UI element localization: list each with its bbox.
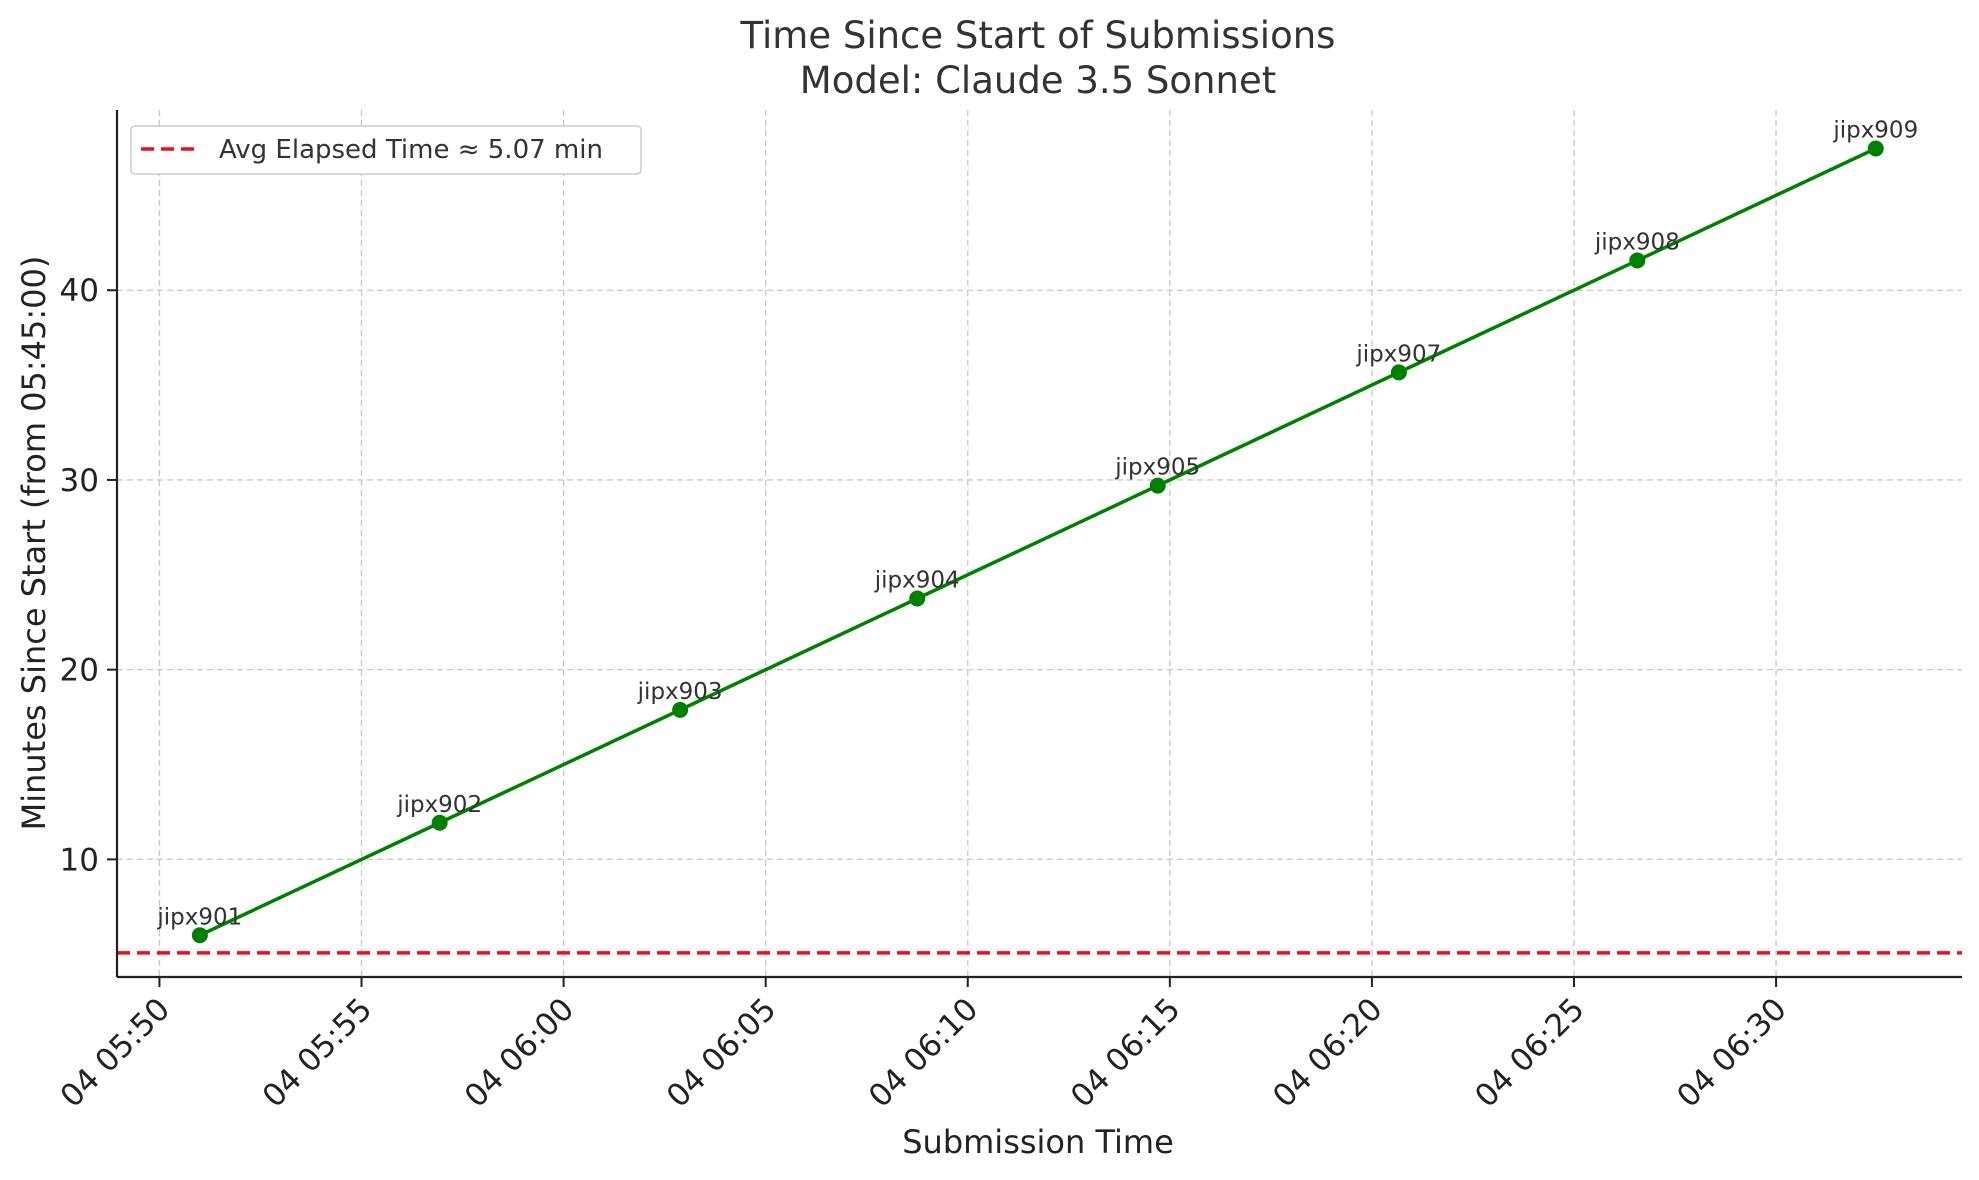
- point-label-layer: jipx901 jipx902 jipx903 jipx904 jipx905 jipx9…: [156, 118, 1918, 931]
- x-tick-label: 04 05:55: [256, 991, 379, 1114]
- data-point-label: jipx907: [1355, 341, 1441, 367]
- chart-title: Time Since Start of Submissions: [740, 14, 1336, 57]
- data-point-label: jipx901: [156, 904, 242, 930]
- data-point-label: jipx905: [1114, 455, 1200, 481]
- x-tick-label: 04 06:05: [660, 991, 783, 1114]
- data-point: [431, 814, 448, 831]
- data-point: [1149, 477, 1166, 494]
- data-point: [1390, 364, 1407, 381]
- chart-subtitle: Model: Claude 3.5 Sonnet: [800, 59, 1276, 102]
- y-tick-label: 10: [60, 842, 99, 878]
- data-point-label: jipx902: [396, 792, 482, 818]
- x-tick-label: 04 06:15: [1064, 991, 1187, 1114]
- legend-box: [130, 125, 642, 175]
- x-tick-label: 04 05:50: [54, 991, 177, 1114]
- data-point: [1629, 252, 1646, 269]
- data-point-label: jipx908: [1594, 229, 1680, 255]
- x-tick-label: 04 06:00: [458, 991, 581, 1114]
- legend: Avg Elapsed Time ≈ 5.07 min: [130, 125, 642, 175]
- x-tick-label: 04 06:10: [862, 991, 985, 1114]
- x-axis-title: Submission Time: [902, 1123, 1174, 1161]
- y-axis-title: Minutes Since Start (from 05:45:00): [15, 256, 53, 831]
- y-tick-label: 40: [60, 273, 99, 309]
- data-point: [909, 590, 926, 607]
- data-point-label: jipx904: [874, 568, 960, 594]
- data-point-label: jipx909: [1832, 118, 1918, 144]
- grid: [117, 110, 1962, 977]
- y-tick-label: 20: [60, 653, 99, 689]
- data-point: [191, 927, 208, 944]
- series-layer: [191, 140, 1884, 944]
- x-tick-label: 04 06:20: [1266, 991, 1389, 1114]
- legend-entry-label: Avg Elapsed Time ≈ 5.07 min: [219, 135, 603, 165]
- x-tick-label: 04 06:30: [1670, 991, 1793, 1114]
- data-point: [672, 701, 689, 718]
- x-tick-layer: 04 05:50 04 05:55 04 06:00 04 06:05 04 06:10…: [54, 977, 1794, 1115]
- x-tick-label: 04 06:25: [1468, 991, 1591, 1114]
- data-point-label: jipx903: [637, 679, 723, 705]
- series-line: [199, 146, 1877, 937]
- y-tick-label: 30: [60, 463, 99, 499]
- y-tick-layer: 10 20 30 40: [60, 273, 117, 878]
- data-point: [1867, 140, 1884, 157]
